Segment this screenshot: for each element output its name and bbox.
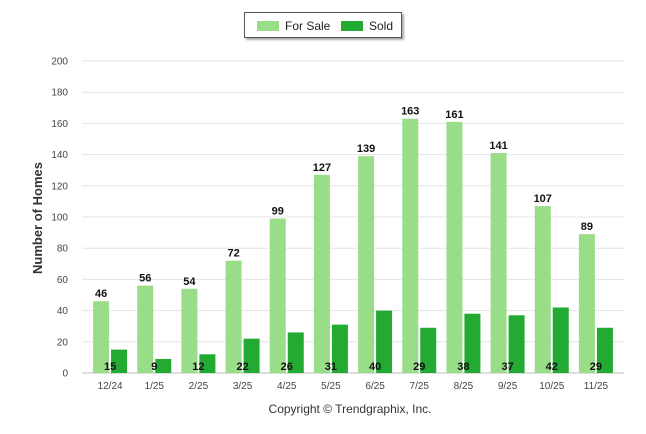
legend: For Sale Sold [244, 12, 402, 38]
data-label-sold: 29 [413, 361, 425, 373]
data-label-sold: 42 [546, 361, 558, 373]
data-labels: 46 15 56 9 54 12 72 22 99 26 127 31 139 40 163 29 161 38 1… [95, 106, 602, 373]
data-label-sold: 12 [192, 361, 204, 373]
x-axis-ticks: 12/24 1/25 2/25 3/25 4/25 5/25 6/25 7/25 8/25 9/2… [98, 381, 609, 392]
bar-for-sale[interactable] [402, 118, 419, 373]
data-label-for-sale: 161 [445, 109, 463, 121]
bar-for-sale[interactable] [358, 156, 375, 373]
y-tick-label: 40 [57, 306, 69, 317]
data-label-sold: 9 [151, 361, 157, 373]
bar-sold[interactable] [287, 332, 304, 373]
bar-for-sale[interactable] [313, 174, 330, 373]
copyright-text: Copyright © Trendgraphix, Inc. [268, 402, 432, 416]
bar-for-sale[interactable] [446, 121, 463, 373]
x-tick-label: 1/25 [145, 381, 165, 392]
bar-for-sale[interactable] [269, 218, 286, 373]
data-label-sold: 26 [281, 361, 293, 373]
data-label-sold: 31 [325, 361, 337, 373]
x-tick-label: 3/25 [233, 381, 253, 392]
data-label-for-sale: 56 [139, 273, 151, 285]
y-tick-label: 80 [57, 244, 69, 255]
legend-label: Sold [369, 19, 394, 33]
data-label-for-sale: 127 [313, 162, 331, 174]
bar-sold[interactable] [243, 338, 260, 373]
y-tick-label: 60 [57, 275, 69, 286]
grid-lines [82, 60, 624, 374]
bar-for-sale[interactable] [93, 301, 110, 373]
x-tick-label: 2/25 [189, 381, 209, 392]
bar-sold[interactable] [111, 349, 128, 373]
y-tick-label: 20 [57, 337, 69, 348]
y-tick-label: 140 [51, 150, 68, 161]
data-label-sold: 22 [236, 361, 248, 373]
data-label-sold: 37 [501, 361, 513, 373]
bar-for-sale[interactable] [534, 206, 551, 373]
legend-swatch-sold [341, 21, 363, 31]
bar-for-sale[interactable] [490, 153, 507, 373]
x-tick-label: 9/25 [498, 381, 518, 392]
data-label-sold: 40 [369, 361, 381, 373]
x-tick-label: 10/25 [539, 381, 564, 392]
y-tick-label: 160 [51, 119, 68, 130]
y-tick-label: 180 [51, 88, 68, 99]
bar-sold[interactable] [420, 327, 437, 373]
y-axis-label: Number of Homes [30, 162, 45, 274]
bar-sold[interactable] [552, 307, 569, 373]
x-tick-label: 7/25 [410, 381, 430, 392]
data-label-for-sale: 89 [581, 221, 593, 233]
legend-label: For Sale [285, 19, 331, 33]
bar-for-sale[interactable] [578, 234, 595, 373]
bar-sold[interactable] [155, 358, 172, 373]
y-tick-label: 120 [51, 181, 68, 192]
data-label-for-sale: 107 [534, 193, 552, 205]
data-label-sold: 29 [590, 361, 602, 373]
bar-sold[interactable] [508, 315, 525, 373]
data-label-for-sale: 72 [227, 248, 239, 260]
bar-for-sale[interactable] [225, 260, 242, 373]
data-label-for-sale: 141 [489, 140, 507, 152]
data-label-for-sale: 99 [272, 206, 284, 218]
legend-swatch-for-sale [257, 21, 279, 31]
bars [93, 118, 613, 373]
y-tick-label: 200 [51, 57, 68, 68]
bar-for-sale[interactable] [181, 288, 198, 373]
x-tick-label: 11/25 [584, 381, 609, 392]
x-tick-label: 8/25 [454, 381, 474, 392]
y-tick-label: 0 [62, 369, 68, 380]
y-tick-label: 100 [51, 213, 68, 224]
bar-for-sale[interactable] [137, 285, 154, 373]
bar-sold[interactable] [331, 324, 348, 373]
x-tick-label: 4/25 [277, 381, 297, 392]
bar-sold[interactable] [376, 310, 393, 373]
data-label-sold: 15 [104, 361, 116, 373]
y-axis-ticks: 0 20 40 60 80 100 120 140 160 180 200 [51, 57, 68, 380]
data-label-for-sale: 139 [357, 143, 375, 155]
bar-sold[interactable] [596, 327, 613, 373]
x-tick-label: 12/24 [98, 381, 123, 392]
x-tick-label: 5/25 [321, 381, 341, 392]
x-tick-label: 6/25 [365, 381, 385, 392]
data-label-for-sale: 46 [95, 288, 107, 300]
data-label-sold: 38 [457, 361, 469, 373]
bar-sold[interactable] [199, 354, 216, 373]
data-label-for-sale: 54 [183, 276, 196, 288]
data-label-for-sale: 163 [401, 106, 419, 118]
bar-sold[interactable] [464, 313, 481, 373]
